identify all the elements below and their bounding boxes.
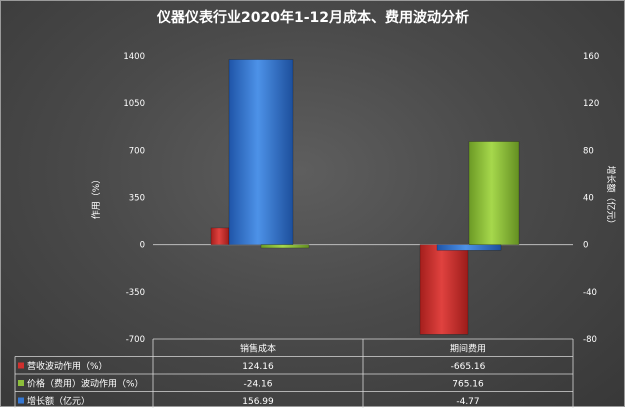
left-tick-label: 1400 [123, 52, 145, 62]
right-tick-label: -80 [583, 335, 597, 345]
bar-price-effect [260, 244, 310, 249]
bar-growth-amount [228, 59, 294, 245]
table-category-label: 销售成本 [240, 343, 276, 355]
table-category-label: 期间费用 [450, 343, 486, 355]
bar-growth-amount [436, 244, 502, 251]
table-row-label: 增长额（亿元） [27, 395, 90, 407]
right-tick-label: 40 [583, 194, 594, 204]
right-tick-label: -40 [583, 288, 597, 298]
table-cell: 765.16 [452, 380, 484, 390]
right-tick-label: 80 [583, 146, 594, 156]
right-tick-label: 120 [583, 99, 599, 109]
table-cell: -4.77 [456, 397, 479, 407]
legend-key [18, 397, 24, 404]
right-axis: 160 120 80 40 0 -40 -80 [583, 52, 599, 345]
legend-key [18, 380, 24, 386]
left-tick-label: 700 [129, 146, 145, 156]
chart-title: 仪器仪表行业2020年1-12月成本、费用波动分析 [156, 9, 469, 26]
left-tick-label: -700 [126, 335, 145, 345]
right-tick-label: 0 [583, 241, 588, 251]
left-axis-title: 作用（%） [90, 175, 102, 220]
table-cell: 124.16 [242, 362, 274, 372]
left-tick-label: -350 [126, 288, 145, 298]
bar-revenue-effect [210, 227, 230, 245]
table-row-label: 营收波动作用（%） [27, 360, 108, 372]
table-row-label: 价格（费用）波动作用（%） [27, 378, 144, 390]
left-tick-label: 350 [129, 194, 145, 204]
bar-price-effect [468, 141, 520, 245]
table-cell: -665.16 [451, 362, 486, 372]
left-axis: 1400 1050 700 350 0 -350 -700 [123, 52, 145, 345]
legend-key [18, 362, 24, 369]
table-cell: 156.99 [242, 397, 274, 407]
bars-group [210, 59, 520, 335]
right-tick-label: 160 [583, 52, 599, 62]
table-cell: -24.16 [243, 380, 272, 390]
left-tick-label: 1050 [123, 99, 145, 109]
left-tick-label: 0 [140, 241, 145, 251]
right-axis-title: 增长额（亿元） [605, 165, 617, 228]
bar-revenue-effect [419, 244, 469, 335]
